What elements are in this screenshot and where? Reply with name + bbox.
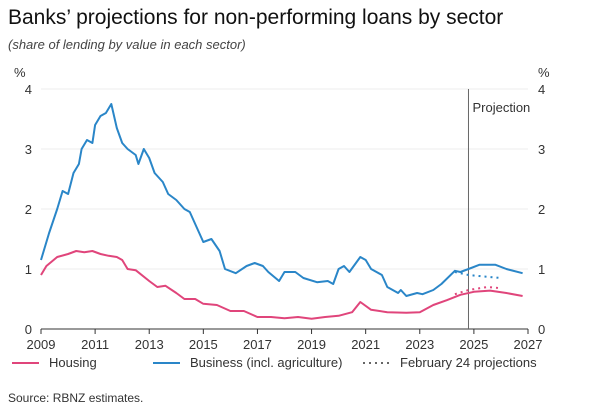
source-note: Source: RBNZ estimates. [8,391,144,405]
x-tick-label: 2009 [27,337,56,352]
series-line-february-24-projections-housing- [454,286,501,296]
series-line-february-24-projections-business- [454,271,501,279]
y-axis-unit-left: % [14,65,26,80]
x-tick-label: 2023 [405,337,434,352]
x-tick-label: 2011 [81,337,109,352]
chart-subtitle: (share of lending by value in each secto… [8,37,246,52]
legend-label: February 24 projections [400,355,537,370]
projection-label: Projection [472,100,530,115]
y-tick-label-right: 1 [538,262,545,277]
x-tick-label: 2013 [135,337,164,352]
series-line-business-incl-agriculture- [40,103,523,297]
y-tick-label-left: 3 [25,142,32,157]
legend-label: Housing [49,355,97,370]
x-tick-label: 2027 [514,337,543,352]
y-tick-label-left: 4 [25,82,32,97]
legend-label: Business (incl. agriculture) [190,355,342,370]
y-tick-label-right: 2 [538,202,545,217]
y-axis-unit-right: % [538,65,550,80]
chart-title: Banks’ projections for non-performing lo… [8,6,504,29]
y-tick-label-left: 0 [25,322,32,337]
x-tick-label: 2021 [351,337,380,352]
y-tick-label-left: 1 [25,262,32,277]
chart-plot: 0 0 1 1 2 2 3 3 4 4% % 2009 2011 2013 2015 2017 2019 2021… [12,65,550,370]
x-tick-label: 2015 [189,337,218,352]
y-tick-label-left: 2 [25,202,32,217]
y-tick-label-right: 4 [538,82,545,97]
x-tick-label: 2019 [297,337,326,352]
x-tick-label: 2025 [459,337,488,352]
x-tick-label: 2017 [243,337,272,352]
y-tick-label-right: 3 [538,142,545,157]
series-line-housing [40,250,523,320]
y-tick-label-right: 0 [538,322,545,337]
